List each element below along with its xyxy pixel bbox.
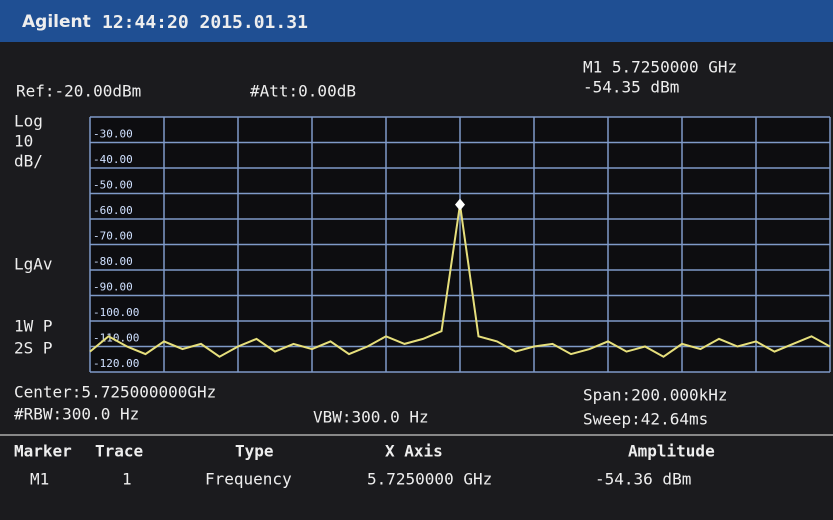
center-freq: Center:5.725000000GHz (14, 383, 216, 402)
rbw: #RBW:300.0 Hz (14, 405, 139, 424)
attenuation: #Att:0.00dB (250, 82, 356, 101)
y-tick-label: -110.00 (93, 332, 139, 345)
y-tick-label: -50.00 (93, 179, 133, 192)
side-label: LgAv (14, 255, 53, 274)
sweep: Sweep:42.64ms (583, 410, 708, 429)
side-label: dB/ (14, 152, 43, 171)
ref-level: Ref:-20.00dBm (16, 82, 141, 101)
side-label: 10 (14, 132, 33, 151)
table-header: Type (235, 442, 274, 461)
timestamp: 12:44:20 2015.01.31 (102, 12, 308, 33)
table-header: Marker (14, 442, 72, 461)
table-cell: 1 (122, 470, 132, 489)
y-tick-label: -40.00 (93, 153, 133, 166)
y-tick-label: -80.00 (93, 255, 133, 268)
y-tick-label: -90.00 (93, 281, 133, 294)
side-label: Log (14, 112, 43, 131)
side-label: 1W P (14, 317, 53, 336)
marker-amplitude: -54.35 dBm (583, 78, 679, 97)
plot: -30.00 -40.00 -50.00 -60.00 -70.00 -80.00 -90.… (89, 116, 831, 373)
vbw: VBW:300.0 Hz (313, 408, 429, 427)
y-tick-label: -120.00 (93, 357, 139, 370)
side-label: 2S P (14, 339, 53, 358)
marker (455, 198, 465, 211)
table-header: Trace (95, 442, 143, 461)
table-cell: M1 (30, 470, 49, 489)
brand: Agilent (22, 12, 91, 32)
table-cell: -54.36 dBm (595, 470, 691, 489)
table-header: X Axis (385, 442, 443, 461)
table-cell: Frequency (205, 470, 292, 489)
title-bar (0, 0, 833, 42)
marker-frequency: M1 5.7250000 GHz (583, 58, 737, 77)
y-tick-label: -70.00 (93, 230, 133, 243)
table-header: Amplitude (628, 442, 715, 461)
table-cell: 5.7250000 GHz (367, 470, 492, 489)
span: Span:200.000kHz (583, 386, 728, 405)
y-tick-label: -30.00 (93, 128, 133, 141)
y-tick-label: -100.00 (93, 306, 139, 319)
y-tick-label: -60.00 (93, 204, 133, 217)
